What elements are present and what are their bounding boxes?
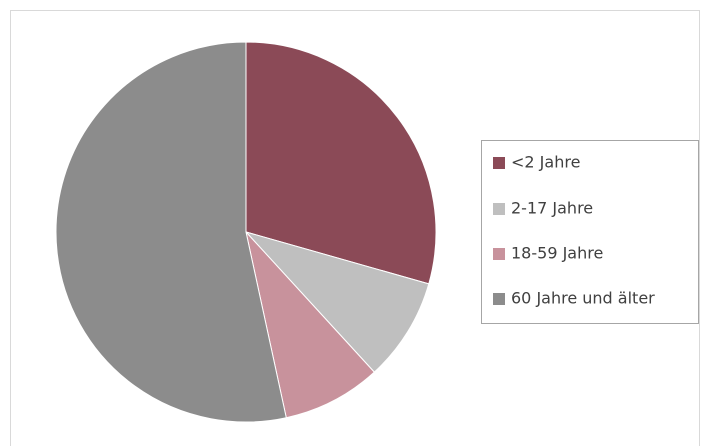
legend-label: <2 Jahre [511, 153, 580, 172]
legend-swatch [493, 293, 505, 305]
legend-label: 18-59 Jahre [511, 244, 603, 263]
legend-label: 2-17 Jahre [511, 199, 593, 218]
pie-slice [244, 231, 430, 373]
pie-slice [55, 41, 287, 423]
legend-swatch [493, 157, 505, 169]
legend-label: 60 Jahre und älter [511, 289, 655, 308]
legend: <2 Jahre 2-17 Jahre 18-59 Jahre 60 Jahre un… [493, 153, 655, 308]
legend-box [481, 140, 699, 324]
legend-swatch [493, 203, 505, 215]
pie [55, 41, 437, 423]
pie-slice [245, 230, 376, 419]
pie-slice [245, 41, 437, 285]
legend-swatch [493, 248, 505, 260]
